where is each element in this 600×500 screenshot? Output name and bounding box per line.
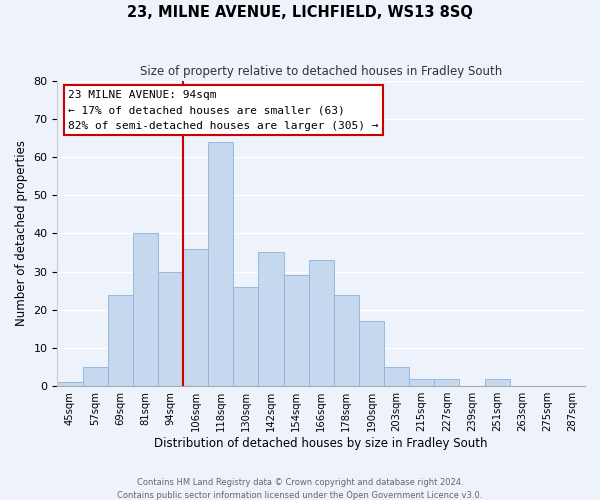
Bar [58,382,83,386]
Bar [308,260,334,386]
Bar [384,367,409,386]
Bar [334,294,359,386]
Y-axis label: Number of detached properties: Number of detached properties [15,140,28,326]
Bar [208,142,233,386]
Text: Contains HM Land Registry data © Crown copyright and database right 2024.
Contai: Contains HM Land Registry data © Crown c… [118,478,482,500]
Bar [359,322,384,386]
Text: 23 MILNE AVENUE: 94sqm
← 17% of detached houses are smaller (63)
82% of semi-det: 23 MILNE AVENUE: 94sqm ← 17% of detached… [68,90,379,131]
Bar [259,252,284,386]
Bar [409,378,434,386]
Bar [107,294,133,386]
Text: 23, MILNE AVENUE, LICHFIELD, WS13 8SQ: 23, MILNE AVENUE, LICHFIELD, WS13 8SQ [127,5,473,20]
Title: Size of property relative to detached houses in Fradley South: Size of property relative to detached ho… [140,65,502,78]
Bar [233,287,259,386]
Bar [158,272,183,386]
Bar [133,234,158,386]
Bar [434,378,460,386]
Bar [284,276,308,386]
Bar [183,248,208,386]
Bar [485,378,509,386]
X-axis label: Distribution of detached houses by size in Fradley South: Distribution of detached houses by size … [154,437,488,450]
Bar [83,367,107,386]
